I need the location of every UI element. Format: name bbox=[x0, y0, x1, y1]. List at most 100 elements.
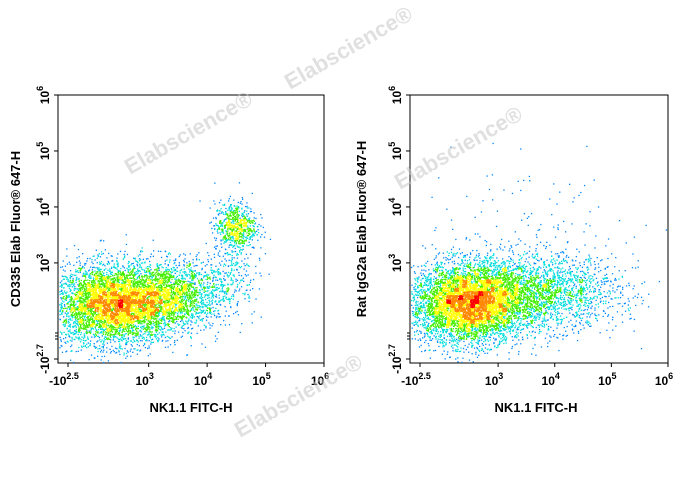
event-point bbox=[189, 287, 191, 289]
event-point bbox=[212, 293, 214, 295]
event-point bbox=[78, 331, 80, 333]
event-point bbox=[139, 320, 141, 322]
event-point bbox=[195, 319, 198, 321]
event-point bbox=[243, 231, 245, 233]
event-point bbox=[232, 298, 234, 300]
event-point bbox=[92, 333, 95, 336]
event-point bbox=[82, 301, 84, 303]
event-point bbox=[259, 272, 261, 274]
event-point bbox=[102, 343, 104, 345]
event-point bbox=[200, 273, 203, 276]
event-point bbox=[240, 280, 242, 282]
event-point bbox=[217, 232, 219, 234]
event-point bbox=[245, 289, 247, 292]
event-point bbox=[98, 282, 100, 284]
event-point bbox=[209, 308, 211, 310]
event-point bbox=[241, 260, 243, 262]
event-point bbox=[189, 294, 191, 297]
event-point bbox=[192, 271, 194, 273]
event-point bbox=[249, 238, 251, 240]
event-point bbox=[133, 285, 135, 287]
event-point bbox=[191, 276, 193, 278]
event-point bbox=[187, 313, 189, 316]
event-point bbox=[118, 292, 120, 294]
event-point bbox=[137, 325, 139, 327]
event-point bbox=[130, 323, 132, 326]
event-point bbox=[66, 248, 68, 250]
event-point bbox=[157, 264, 159, 266]
event-point bbox=[220, 299, 222, 301]
event-point bbox=[187, 298, 190, 301]
event-point bbox=[111, 326, 113, 328]
event-point bbox=[81, 313, 83, 315]
event-point bbox=[124, 281, 126, 283]
event-point bbox=[103, 338, 105, 340]
event-point bbox=[169, 276, 171, 278]
event-point bbox=[95, 303, 97, 306]
event-point bbox=[128, 330, 130, 332]
event-point bbox=[115, 284, 117, 286]
event-point bbox=[109, 334, 111, 336]
event-point bbox=[145, 275, 148, 277]
event-point bbox=[74, 316, 77, 318]
event-point bbox=[79, 341, 82, 343]
event-point bbox=[185, 305, 187, 307]
event-point bbox=[110, 336, 112, 339]
event-point bbox=[163, 272, 165, 274]
event-point bbox=[60, 340, 62, 342]
event-point bbox=[127, 262, 129, 265]
event-point bbox=[101, 355, 103, 358]
event-point bbox=[181, 312, 183, 314]
event-point bbox=[66, 340, 68, 342]
event-point bbox=[86, 317, 88, 319]
event-point bbox=[241, 240, 243, 242]
event-point bbox=[219, 300, 221, 302]
event-point bbox=[227, 234, 229, 236]
event-point bbox=[188, 319, 190, 322]
event-point bbox=[175, 276, 178, 278]
event-point bbox=[211, 295, 214, 297]
event-point bbox=[230, 229, 232, 231]
event-point bbox=[80, 292, 82, 295]
event-point bbox=[162, 276, 164, 278]
event-point bbox=[133, 280, 135, 282]
event-point bbox=[184, 258, 186, 260]
event-point bbox=[225, 207, 227, 210]
event-point bbox=[71, 332, 73, 334]
event-point bbox=[231, 254, 233, 257]
event-point bbox=[181, 327, 183, 329]
event-point bbox=[218, 294, 220, 296]
event-point bbox=[91, 321, 93, 324]
event-point bbox=[242, 198, 244, 200]
event-point bbox=[243, 263, 245, 265]
event-point bbox=[96, 291, 98, 293]
event-point bbox=[240, 225, 242, 227]
event-point bbox=[89, 318, 92, 321]
event-point bbox=[194, 289, 196, 291]
event-point bbox=[224, 236, 226, 238]
event-point bbox=[69, 278, 71, 280]
event-point bbox=[111, 330, 113, 332]
event-point bbox=[139, 311, 142, 313]
event-point bbox=[122, 334, 124, 336]
event-point bbox=[88, 359, 90, 361]
event-point bbox=[86, 273, 88, 276]
event-point bbox=[217, 312, 219, 315]
event-point bbox=[117, 263, 119, 265]
event-point bbox=[211, 292, 214, 294]
event-point bbox=[84, 299, 86, 301]
event-point bbox=[231, 257, 233, 259]
event-point bbox=[92, 262, 94, 265]
event-point bbox=[152, 333, 154, 336]
event-point bbox=[146, 286, 148, 288]
event-point bbox=[226, 252, 228, 254]
event-point bbox=[229, 272, 231, 274]
event-point bbox=[96, 335, 99, 337]
event-point bbox=[142, 336, 144, 338]
event-point bbox=[98, 345, 101, 347]
event-point bbox=[183, 296, 185, 298]
event-point bbox=[168, 320, 171, 322]
event-point bbox=[163, 316, 165, 318]
event-point bbox=[158, 312, 160, 314]
event-point bbox=[224, 226, 226, 228]
